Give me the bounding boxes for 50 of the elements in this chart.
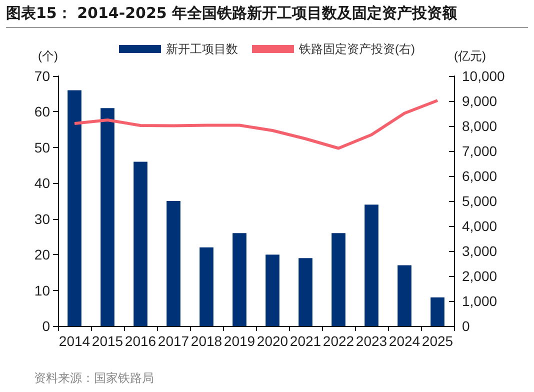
bar: [364, 204, 378, 326]
x-tick-label: 2014: [58, 333, 90, 349]
bar: [232, 233, 246, 326]
y-tick-label: 0: [42, 318, 50, 334]
chart-title: 图表15： 2014-2025 年全国铁路新开工项目数及固定资产投资额: [6, 4, 458, 23]
y-tick-label: 40: [34, 175, 50, 192]
bar: [298, 258, 312, 326]
bar: [200, 247, 214, 326]
y2-axis-title: (亿元): [454, 49, 486, 63]
y2-tick-label: 6,000: [462, 168, 498, 184]
y-tick-label: 20: [34, 246, 50, 263]
x-tick-label: 2020: [256, 333, 288, 349]
y2-tick-label: 8,000: [462, 118, 498, 134]
y2-tick-label: 2,000: [462, 268, 498, 284]
y2-tick-label: 9,000: [462, 93, 498, 109]
y-tick-label: 50: [34, 139, 50, 156]
y2-tick-label: 5,000: [462, 193, 498, 209]
y-tick-label: 10: [34, 282, 50, 298]
x-tick-label: 2018: [190, 333, 222, 349]
bar: [430, 297, 444, 326]
y-tick-label: 70: [34, 68, 50, 84]
line-series: [73, 99, 439, 150]
y-tick-label: 60: [34, 104, 50, 120]
bar: [134, 162, 148, 326]
x-tick-label: 2019: [224, 333, 256, 349]
legend-label: 铁路固定资产投资(右): [298, 42, 416, 56]
y2-tick-label: 1,000: [462, 293, 498, 309]
y2-tick-label: 4,000: [462, 218, 498, 234]
x-tick-label: 2025: [422, 333, 454, 349]
x-tick-label: 2021: [290, 333, 322, 349]
legend-label: 新开工项目数: [166, 42, 238, 56]
x-tick-label: 2022: [322, 333, 354, 349]
bar: [266, 254, 280, 326]
bar: [100, 108, 114, 326]
x-tick-label: 2023: [356, 333, 388, 349]
text: 资料来源：国家铁路局: [34, 370, 154, 387]
y2-tick-label: 3,000: [462, 243, 498, 259]
x-tick-label: 2015: [92, 333, 124, 349]
y2-tick-label: 7,000: [462, 143, 498, 159]
x-tick-label: 2024: [388, 333, 420, 349]
x-tick-label: 2016: [124, 333, 156, 349]
bar: [166, 201, 180, 326]
y2-tick-label: 0: [462, 318, 470, 334]
y-tick-label: 30: [34, 210, 50, 227]
bar: [398, 265, 412, 326]
y2-tick-label: 10,000: [462, 68, 506, 84]
bar: [332, 233, 346, 326]
bar: [68, 90, 82, 326]
x-tick-label: 2017: [158, 333, 190, 349]
y-axis-title: (个): [38, 49, 58, 63]
